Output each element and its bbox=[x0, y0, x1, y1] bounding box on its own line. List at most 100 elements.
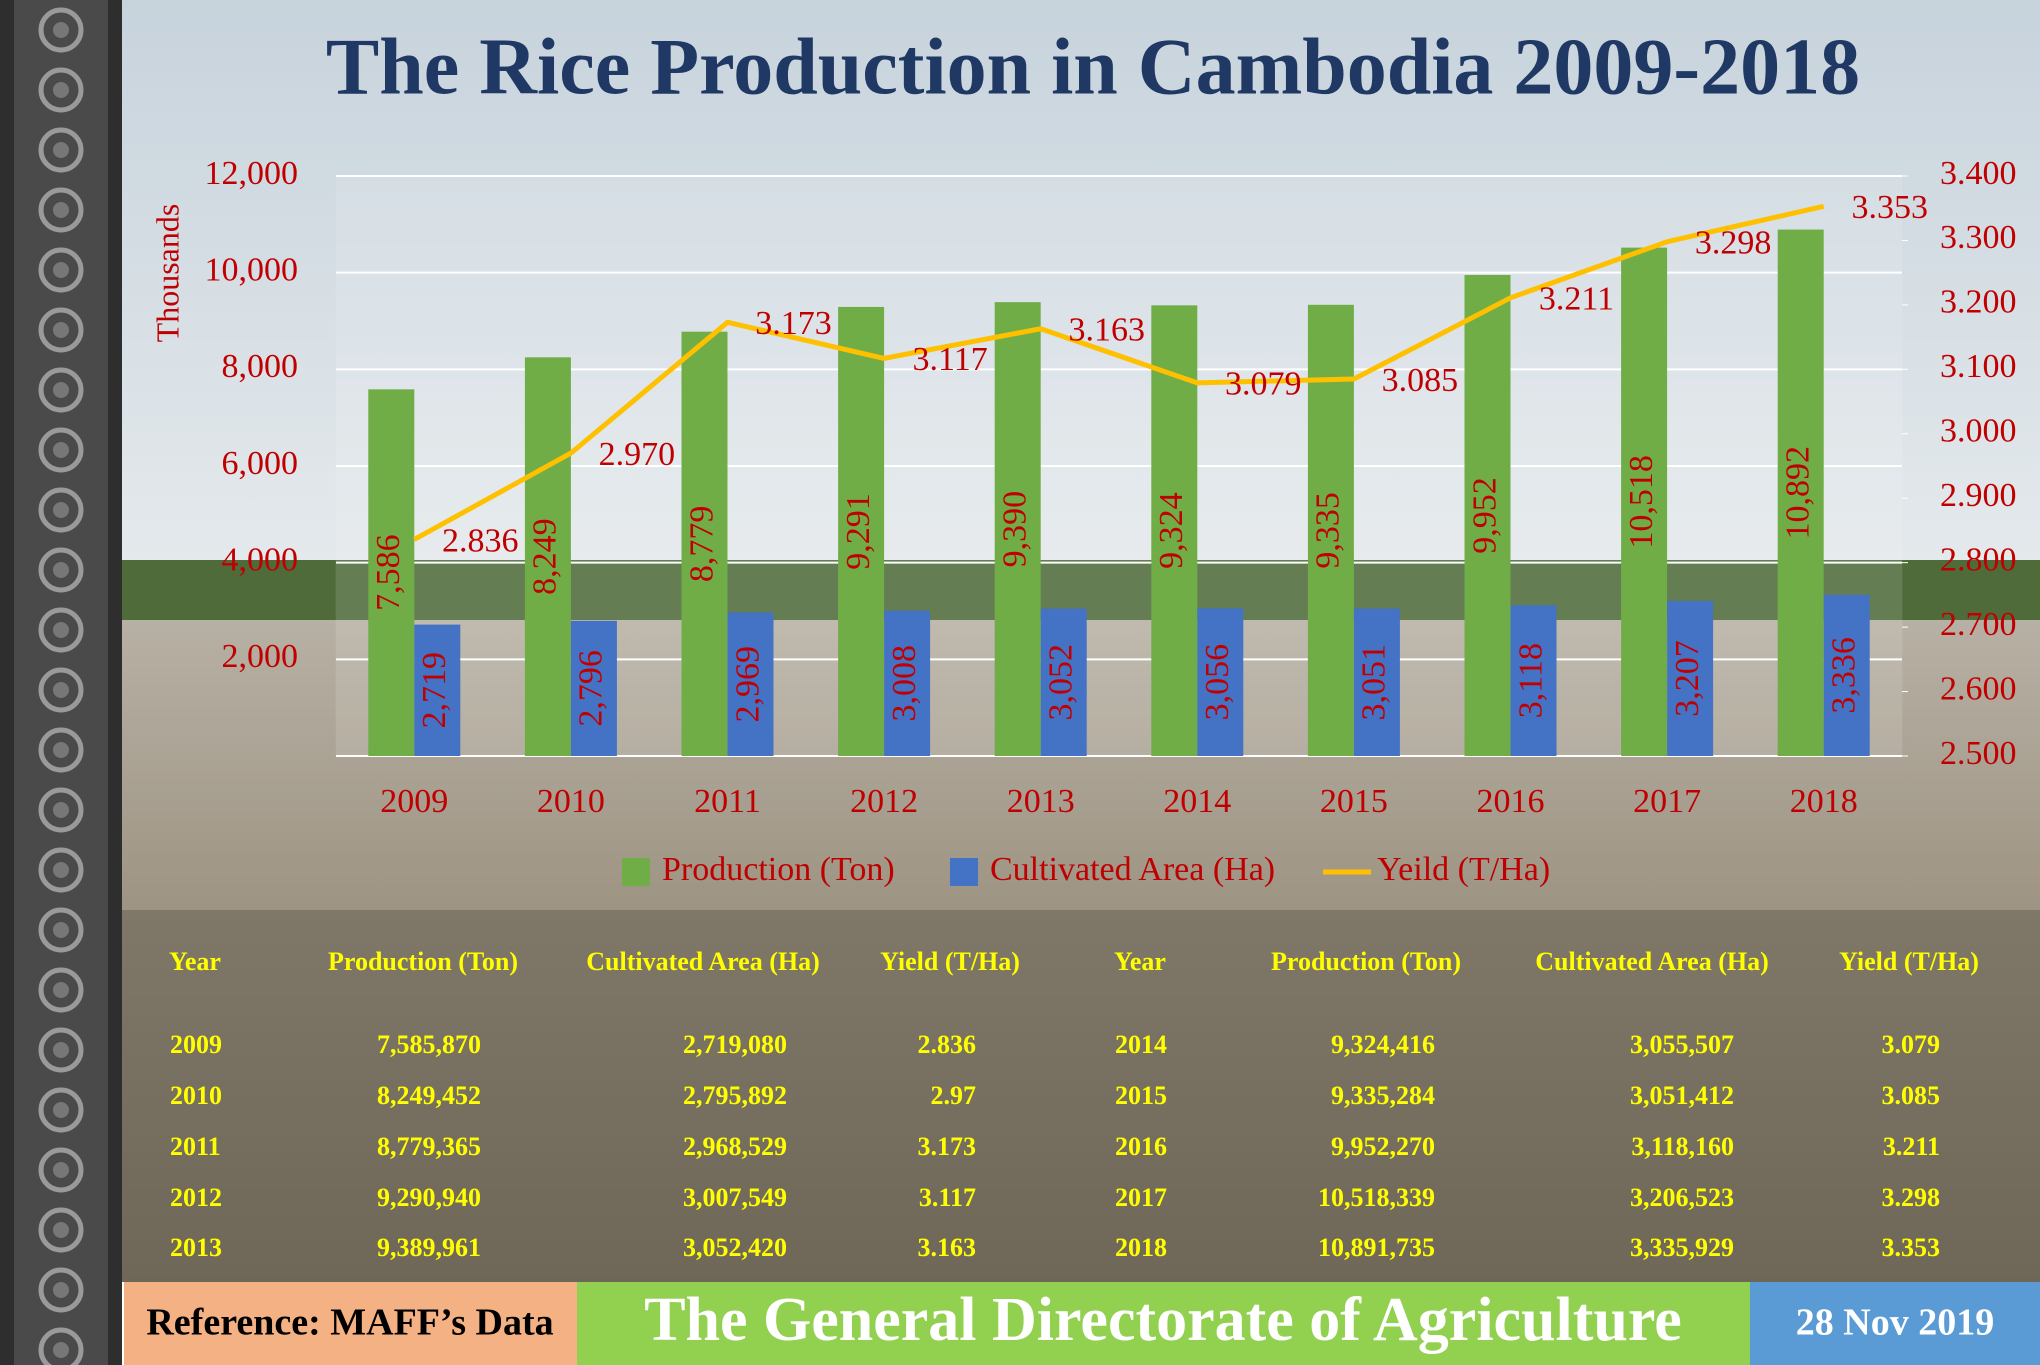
data-label: 9,952 bbox=[1466, 477, 1503, 554]
table-cell: 2016 bbox=[1115, 1132, 1167, 1161]
y2-tick-label: 3.200 bbox=[1940, 284, 2017, 321]
chart-title: The Rice Production in Cambodia 2009-201… bbox=[326, 23, 1860, 111]
table-cell: 8,249,452 bbox=[377, 1081, 481, 1110]
table-backdrop bbox=[122, 910, 2040, 1282]
x-tick-label: 2011 bbox=[694, 783, 761, 820]
table-cell: 3,007,549 bbox=[683, 1183, 787, 1212]
legend-marker bbox=[622, 858, 650, 886]
y2-tick-label: 3.000 bbox=[1940, 413, 2017, 450]
x-tick-label: 2014 bbox=[1163, 783, 1231, 820]
y-tick-label: 6,000 bbox=[222, 445, 299, 482]
table-cell: 2015 bbox=[1115, 1081, 1167, 1110]
x-tick-label: 2017 bbox=[1633, 783, 1701, 820]
bar bbox=[524, 357, 571, 756]
y-tick-label: 8,000 bbox=[222, 348, 299, 385]
table-cell: 2.836 bbox=[918, 1030, 977, 1059]
data-label: 9,324 bbox=[1153, 492, 1190, 569]
table-cell: 9,324,416 bbox=[1331, 1030, 1435, 1059]
bar bbox=[994, 302, 1041, 756]
table-cell: 3.211 bbox=[1883, 1132, 1940, 1161]
table-header: Year bbox=[1114, 947, 1166, 976]
table-cell: 3.117 bbox=[919, 1183, 976, 1212]
table-cell: 2011 bbox=[170, 1132, 221, 1161]
table-cell: 3.173 bbox=[918, 1132, 977, 1161]
table-cell: 10,518,339 bbox=[1318, 1183, 1435, 1212]
table-cell: 9,290,940 bbox=[377, 1183, 481, 1212]
bar bbox=[414, 624, 461, 756]
table-cell: 3.085 bbox=[1882, 1081, 1941, 1110]
bar bbox=[1040, 608, 1087, 756]
table-cell: 2013 bbox=[170, 1233, 222, 1262]
date-box bbox=[1750, 1282, 2040, 1365]
y2-tick-label: 2.500 bbox=[1940, 735, 2017, 772]
data-label: 3.298 bbox=[1695, 225, 1772, 262]
y2-tick-label: 2.900 bbox=[1940, 477, 2017, 514]
table-cell: 3.353 bbox=[1882, 1233, 1941, 1262]
bar bbox=[1777, 229, 1824, 756]
table-header: Yield (T/Ha) bbox=[1839, 947, 1979, 976]
x-tick-label: 2018 bbox=[1790, 783, 1858, 820]
bar bbox=[681, 331, 728, 756]
data-label: 3,052 bbox=[1042, 644, 1079, 721]
table-cell: 10,891,735 bbox=[1318, 1233, 1435, 1262]
y-tick-label: 2,000 bbox=[222, 638, 299, 675]
data-label: 10,892 bbox=[1779, 446, 1816, 540]
x-tick-label: 2013 bbox=[1007, 783, 1075, 820]
table-cell: 3,055,507 bbox=[1630, 1030, 1734, 1059]
data-label: 3,008 bbox=[886, 645, 923, 722]
bar bbox=[838, 306, 885, 756]
table-cell: 9,389,961 bbox=[377, 1233, 481, 1262]
table-cell: 3.079 bbox=[1882, 1030, 1941, 1059]
x-tick-label: 2016 bbox=[1477, 783, 1545, 820]
reference-box bbox=[124, 1282, 577, 1365]
table-header: Production (Ton) bbox=[328, 947, 518, 976]
data-label: 2,969 bbox=[729, 646, 766, 723]
data-label: 8,779 bbox=[683, 506, 720, 583]
table-cell: 9,335,284 bbox=[1331, 1081, 1435, 1110]
legend-label: Cultivated Area (Ha) bbox=[990, 851, 1275, 888]
bar bbox=[1823, 594, 1870, 756]
data-label: 2.836 bbox=[442, 522, 519, 559]
table-cell: 8,779,365 bbox=[377, 1132, 481, 1161]
data-label: 7,586 bbox=[370, 534, 407, 611]
data-label: 3.079 bbox=[1225, 366, 1302, 403]
table-header: Cultivated Area (Ha) bbox=[586, 947, 820, 976]
bar bbox=[1510, 605, 1557, 756]
table-header: Production (Ton) bbox=[1271, 947, 1461, 976]
y2-tick-label: 3.300 bbox=[1940, 219, 2017, 256]
table-cell: 2010 bbox=[170, 1081, 222, 1110]
data-label: 3.085 bbox=[1382, 362, 1459, 399]
bar bbox=[1667, 600, 1714, 756]
organization: The General Directorate of Agriculture bbox=[644, 1286, 1682, 1354]
table-cell: 2012 bbox=[170, 1183, 222, 1212]
y2-tick-label: 2.800 bbox=[1940, 541, 2017, 578]
bar bbox=[368, 389, 415, 756]
y-tick-label: 4,000 bbox=[222, 541, 299, 578]
bar bbox=[884, 610, 931, 756]
line bbox=[413, 203, 1825, 542]
data-label: 9,335 bbox=[1310, 492, 1347, 569]
reference: Reference: MAFF’s Data bbox=[146, 1302, 553, 1344]
bar bbox=[1621, 247, 1668, 756]
data-label: 8,249 bbox=[527, 518, 564, 595]
table-header: Yield (T/Ha) bbox=[880, 947, 1020, 976]
data-label: 3,336 bbox=[1825, 637, 1862, 714]
data-label: 2,796 bbox=[573, 650, 610, 727]
table-cell: 2,968,529 bbox=[683, 1132, 787, 1161]
legend-marker bbox=[950, 858, 978, 886]
table-cell: 2,795,892 bbox=[683, 1081, 787, 1110]
data-label: 9,291 bbox=[840, 493, 877, 570]
data-label: 3,118 bbox=[1512, 643, 1549, 718]
organization-box bbox=[577, 1282, 1750, 1365]
table-cell: 3.298 bbox=[1882, 1183, 1941, 1212]
y-tick-label: 10,000 bbox=[205, 251, 299, 288]
y2-tick-label: 3.100 bbox=[1940, 348, 2017, 385]
table-cell: 2014 bbox=[1115, 1030, 1167, 1059]
data-label: 3,056 bbox=[1199, 644, 1236, 721]
data-label: 10,518 bbox=[1623, 455, 1660, 549]
data-label: 2,719 bbox=[416, 652, 453, 729]
table-cell: 3,335,929 bbox=[1630, 1233, 1734, 1262]
table-cell: 3,051,412 bbox=[1630, 1081, 1734, 1110]
table-cell: 9,952,270 bbox=[1331, 1132, 1435, 1161]
